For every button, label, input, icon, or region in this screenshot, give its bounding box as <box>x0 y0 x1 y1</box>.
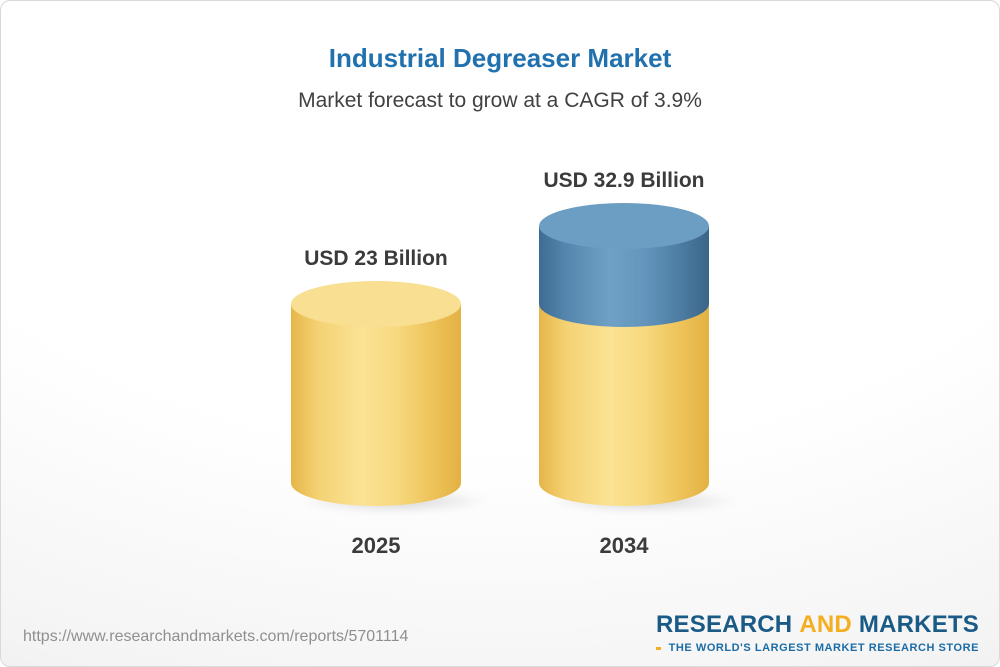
year-label-2025: 2025 <box>351 533 401 558</box>
chart-subtitle: Market forecast to grow at a CAGR of 3.9… <box>298 89 702 112</box>
tagline-accent-bar <box>656 646 661 650</box>
cylinder-segment-yellow <box>539 280 709 506</box>
brand-logo: RESEARCH AND MARKETS THE WORLD'S LARGEST… <box>656 611 979 654</box>
chart-title: Industrial Degreaser Market <box>328 43 672 73</box>
brand-tagline: THE WORLD'S LARGEST MARKET RESEARCH STOR… <box>668 642 979 654</box>
cylinder-bar-2025 <box>291 280 461 506</box>
brand-tagline-row: THE WORLD'S LARGEST MARKET RESEARCH STOR… <box>656 642 979 654</box>
value-label-2034: USD 32.9 Billion <box>543 169 705 193</box>
source-url[interactable]: https://www.researchandmarkets.com/repor… <box>23 628 409 645</box>
brand-word-research: RESEARCH <box>656 611 793 638</box>
brand-wordmark: RESEARCH AND MARKETS <box>656 611 979 639</box>
cylinder-segment-yellow <box>291 280 461 506</box>
cylinder-side <box>291 303 461 483</box>
cylinder-segment-blue <box>539 203 709 327</box>
cylinder-top-cap <box>291 280 461 327</box>
cylinder-top-cap <box>539 203 709 250</box>
year-label-2034: 2034 <box>599 533 649 558</box>
cylinder-bar-2034 <box>539 203 709 506</box>
brand-word-and: AND <box>799 611 852 638</box>
value-label-2025: USD 23 Billion <box>304 246 448 270</box>
cylinder-side <box>539 303 709 483</box>
brand-word-markets: MARKETS <box>858 611 979 638</box>
